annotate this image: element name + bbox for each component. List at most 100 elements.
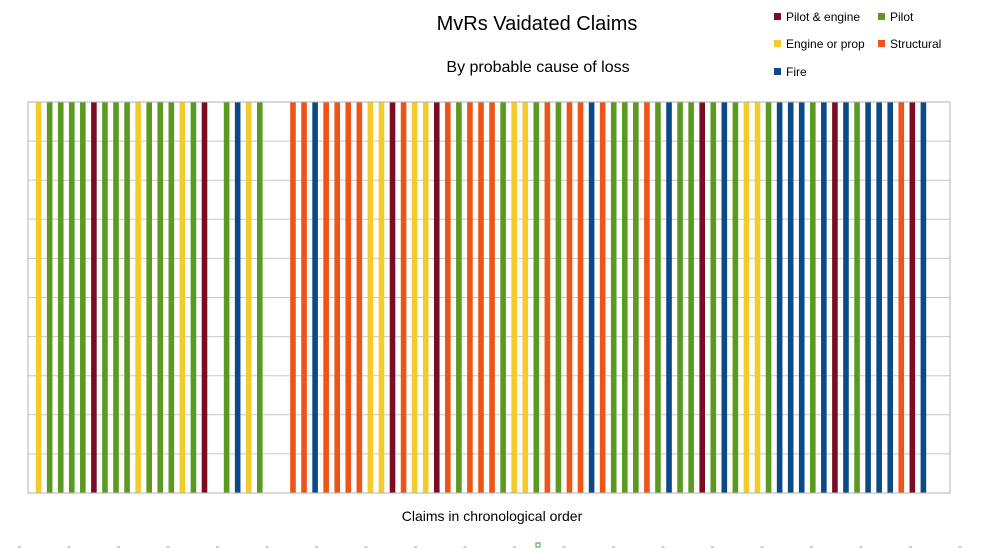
bar-pilot bbox=[456, 102, 462, 493]
bar-pilot bbox=[500, 102, 506, 493]
legend-label: Fire bbox=[786, 65, 807, 79]
bar-pilot_engine bbox=[832, 102, 838, 493]
bar-fire bbox=[234, 102, 241, 493]
bar-engine bbox=[367, 102, 374, 493]
bar-pilot bbox=[655, 102, 661, 493]
bar-pilot_engine bbox=[909, 102, 916, 493]
bar-pilot_engine bbox=[699, 102, 705, 493]
bar-fire bbox=[721, 102, 728, 493]
bar-structural bbox=[599, 102, 606, 493]
bar-fire bbox=[876, 102, 882, 493]
chart-subtitle: By probable cause of loss bbox=[446, 59, 629, 76]
bar-pilot bbox=[555, 102, 562, 493]
legend-swatch bbox=[878, 13, 885, 20]
legend-item-fire: Fire bbox=[774, 65, 807, 79]
bar-structural bbox=[489, 102, 495, 493]
bottom-tick-marks bbox=[18, 542, 962, 548]
bar-structural bbox=[577, 102, 584, 493]
bar-structural bbox=[467, 102, 473, 493]
bar-structural bbox=[644, 102, 650, 493]
x-axis-label: Claims in chronological order bbox=[402, 508, 583, 524]
bar-fire bbox=[821, 102, 827, 493]
legend-label: Pilot bbox=[890, 10, 914, 24]
bar-structural bbox=[323, 102, 329, 493]
bar-pilot bbox=[633, 102, 639, 493]
bar-engine bbox=[511, 102, 517, 493]
bar-pilot_engine bbox=[433, 102, 440, 493]
legend-swatch bbox=[774, 68, 781, 75]
selection-handle[interactable] bbox=[535, 542, 541, 548]
legend-swatch bbox=[774, 13, 781, 20]
bar-pilot bbox=[710, 102, 717, 493]
bar-structural bbox=[544, 102, 551, 493]
bar-structural bbox=[566, 102, 573, 493]
bar-engine bbox=[422, 102, 429, 493]
bars bbox=[35, 102, 927, 493]
bar-structural bbox=[898, 102, 905, 493]
bar-engine bbox=[179, 102, 186, 493]
bar-pilot_engine bbox=[91, 102, 97, 493]
bar-structural bbox=[334, 102, 341, 493]
bar-pilot bbox=[146, 102, 152, 493]
bar-fire bbox=[776, 102, 783, 493]
bar-pilot bbox=[57, 102, 64, 493]
legend-swatch bbox=[774, 40, 781, 47]
bar-engine bbox=[245, 102, 252, 493]
bar-pilot bbox=[168, 102, 175, 493]
bar-fire bbox=[312, 102, 318, 493]
bar-fire bbox=[787, 102, 794, 493]
legend-label: Pilot & engine bbox=[786, 10, 860, 24]
bar-pilot bbox=[113, 102, 119, 493]
plot-area bbox=[27, 101, 951, 494]
bar-engine bbox=[743, 102, 750, 493]
bar-pilot bbox=[533, 102, 540, 493]
legend-item-structural: Structural bbox=[878, 37, 941, 51]
bar-pilot bbox=[46, 102, 53, 493]
bar-pilot bbox=[621, 102, 628, 493]
bar-pilot bbox=[765, 102, 772, 493]
legend: Pilot & engine Pilot Engine or prop Structu… bbox=[774, 10, 941, 79]
bar-engine bbox=[35, 102, 42, 493]
bar-fire bbox=[843, 102, 849, 493]
bar-structural bbox=[345, 102, 352, 493]
bar-pilot bbox=[102, 102, 108, 493]
bar-pilot bbox=[257, 102, 263, 493]
bar-structural bbox=[356, 102, 363, 493]
bar-engine bbox=[378, 102, 385, 493]
legend-item-engine: Engine or prop bbox=[774, 37, 865, 51]
bar-pilot bbox=[223, 102, 230, 493]
bar-structural bbox=[400, 102, 407, 493]
plot-frame bbox=[27, 101, 951, 494]
bar-engine bbox=[754, 102, 761, 493]
bar-fire bbox=[798, 102, 805, 493]
legend-swatch bbox=[878, 40, 885, 47]
bar-pilot bbox=[688, 102, 694, 493]
chart-title: MvRs Vaidated Claims bbox=[437, 13, 638, 35]
bar-pilot bbox=[854, 102, 860, 493]
legend-label: Engine or prop bbox=[786, 37, 865, 51]
bar-fire bbox=[588, 102, 595, 493]
bar-pilot bbox=[190, 102, 197, 493]
bar-pilot bbox=[80, 102, 86, 493]
bar-structural bbox=[445, 102, 451, 493]
bar-fire bbox=[920, 102, 927, 493]
legend-item-pilot: Pilot bbox=[878, 10, 914, 24]
bar-fire bbox=[865, 102, 871, 493]
bar-engine bbox=[411, 102, 418, 493]
bar-pilot bbox=[810, 102, 816, 493]
bar-structural bbox=[301, 102, 307, 493]
bar-fire bbox=[666, 102, 672, 493]
legend-item-pilot_engine: Pilot & engine bbox=[774, 10, 860, 24]
bar-structural bbox=[478, 102, 484, 493]
bar-fire bbox=[887, 102, 894, 493]
bar-pilot_engine bbox=[389, 102, 396, 493]
bar-structural bbox=[290, 102, 296, 493]
legend-label: Structural bbox=[890, 37, 941, 51]
bar-pilot bbox=[157, 102, 164, 493]
bar-pilot bbox=[124, 102, 130, 493]
bar-pilot bbox=[732, 102, 739, 493]
bar-engine bbox=[135, 102, 141, 493]
bar-pilot_engine bbox=[201, 102, 208, 493]
bar-engine bbox=[522, 102, 529, 493]
